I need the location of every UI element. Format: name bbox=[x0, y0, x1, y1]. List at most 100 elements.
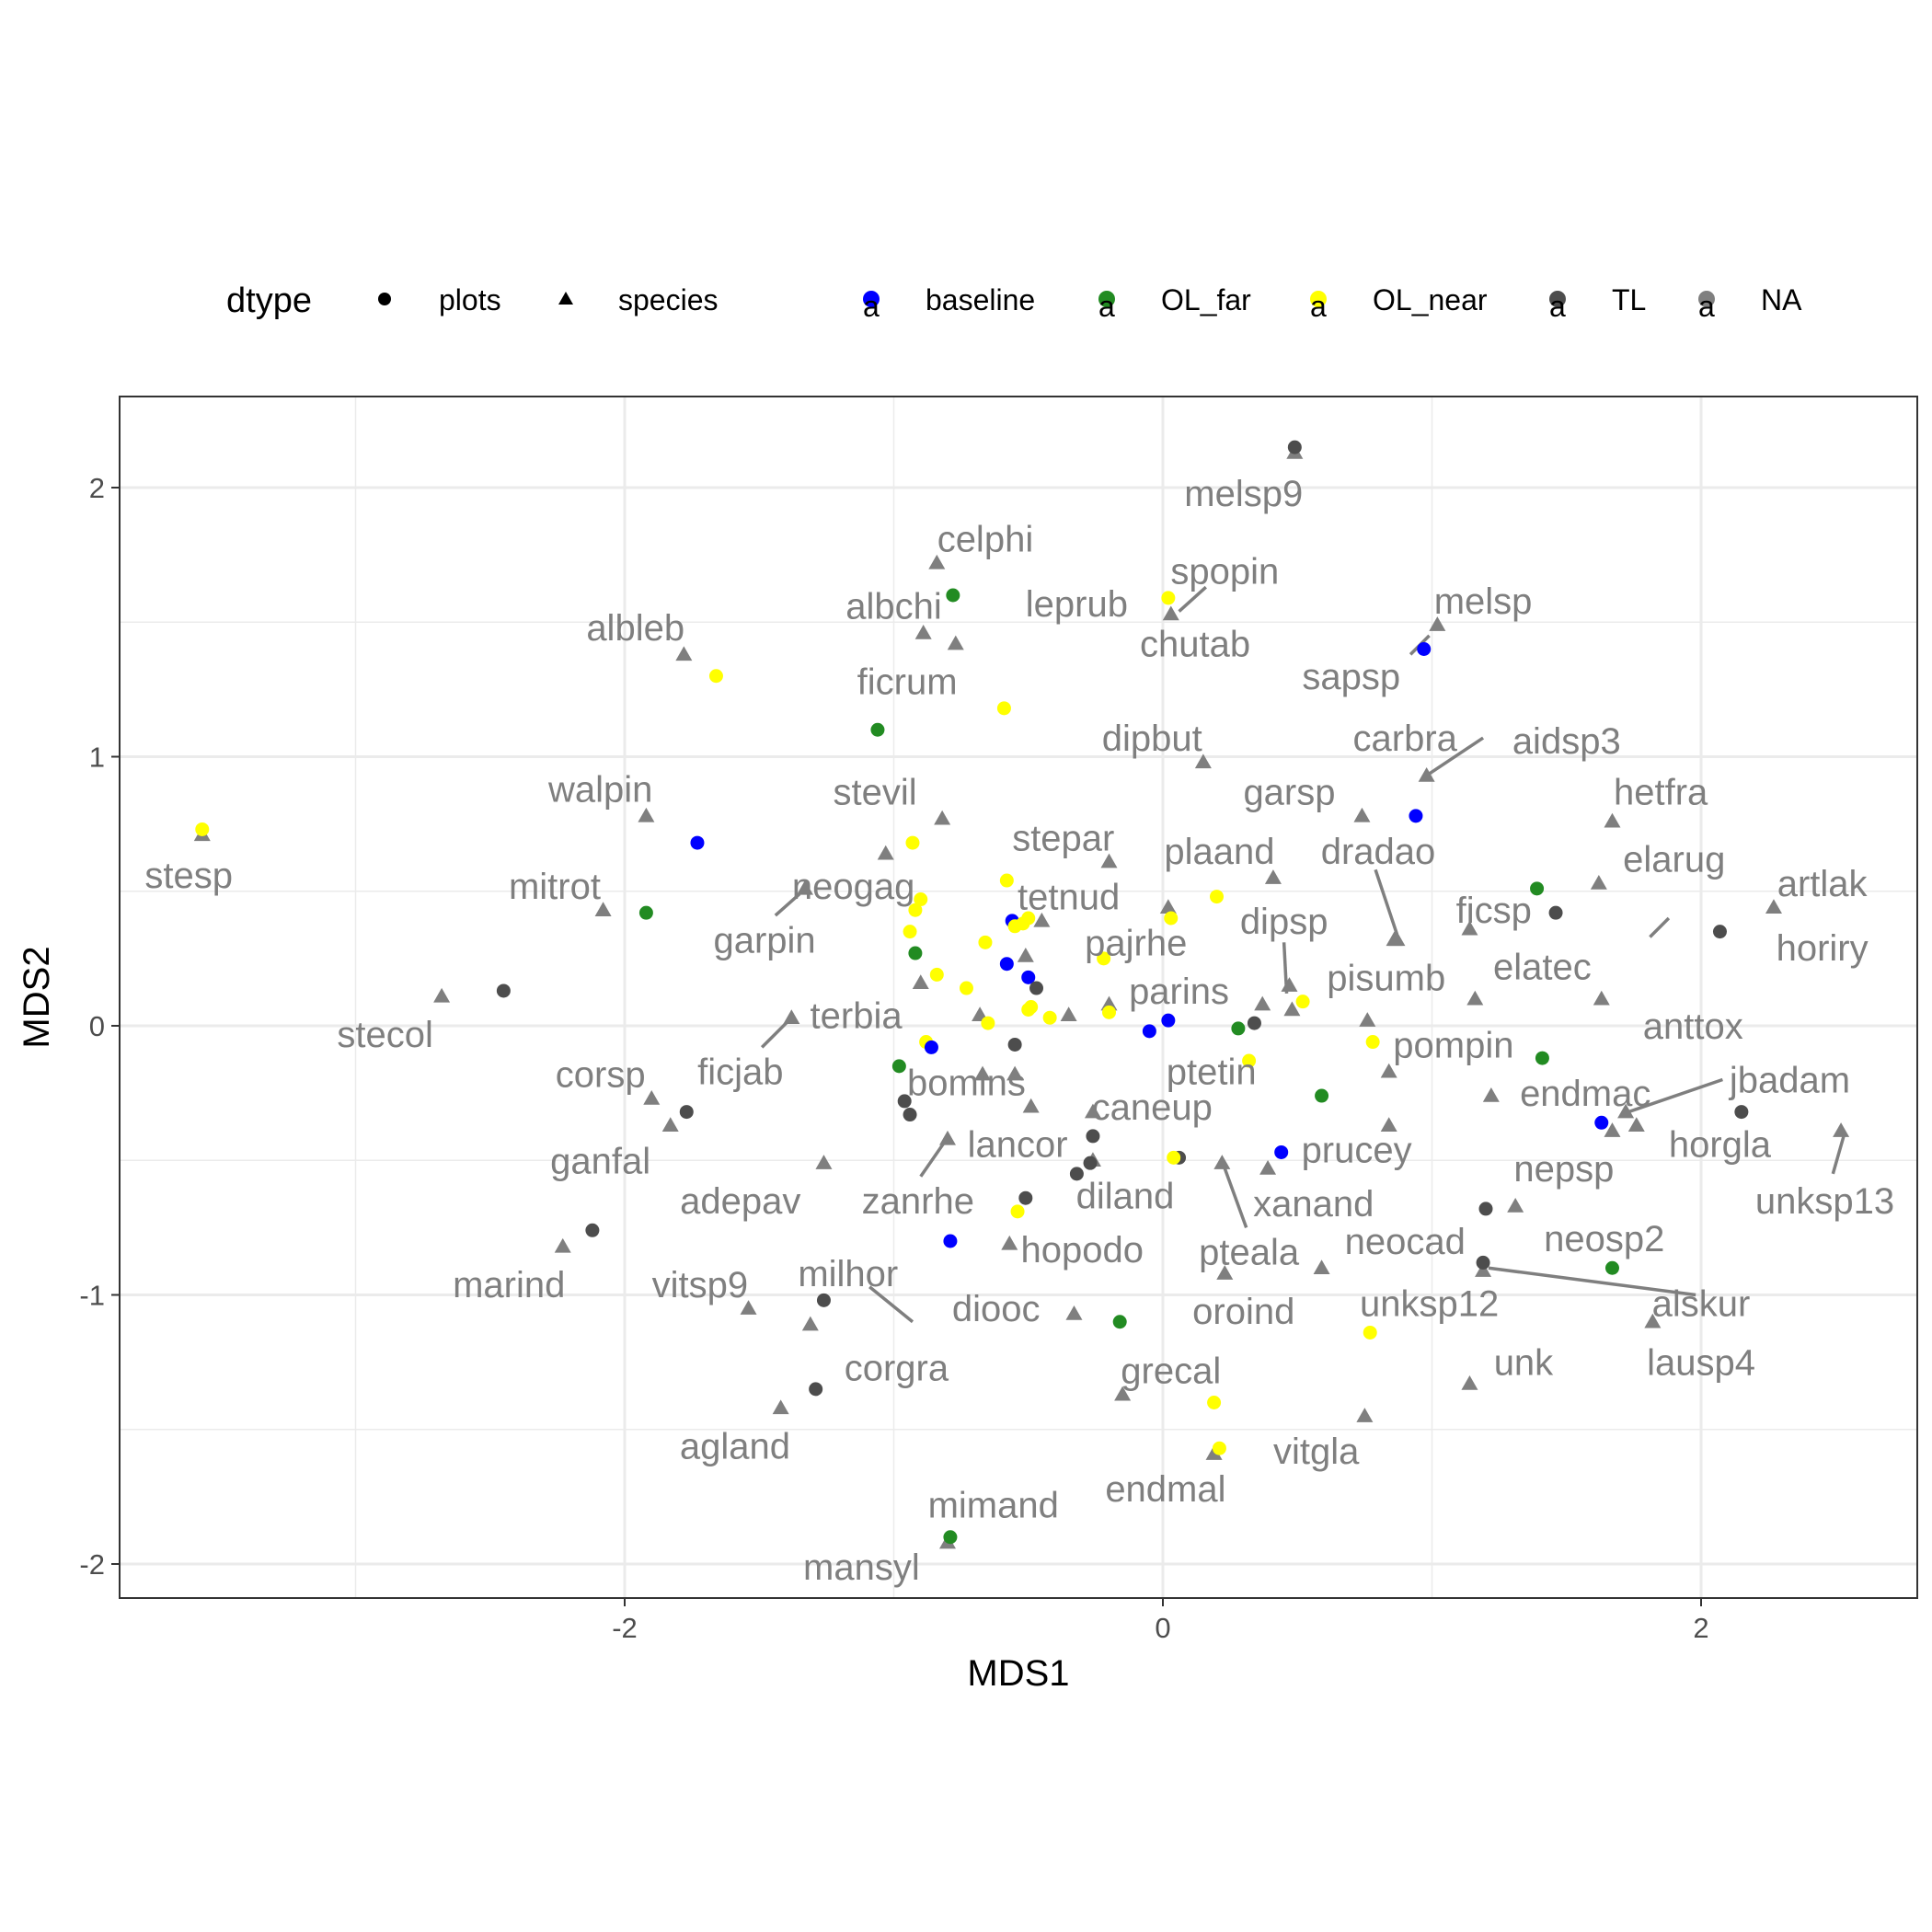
plot-marker bbox=[1207, 1396, 1222, 1409]
species-label: albchi bbox=[845, 587, 942, 627]
plot-marker bbox=[1530, 881, 1545, 896]
y-tick-label: -1 bbox=[79, 1280, 105, 1312]
panel-border bbox=[119, 396, 1918, 1599]
plot-marker bbox=[1102, 1005, 1116, 1019]
species-marker bbox=[1353, 807, 1371, 822]
legend-label-na: NA bbox=[1761, 283, 1802, 316]
species-marker bbox=[928, 554, 946, 569]
plot-marker bbox=[897, 1094, 912, 1109]
species-marker bbox=[1617, 1103, 1635, 1119]
species-label: pisumb bbox=[1327, 958, 1445, 998]
species-marker bbox=[783, 1009, 800, 1024]
legend-label-baseline: baseline bbox=[926, 283, 1035, 316]
species-marker bbox=[1461, 1375, 1478, 1390]
legend-key-glyph-na: a bbox=[1698, 290, 1715, 323]
plot-marker bbox=[996, 701, 1011, 716]
legend-key-plots bbox=[378, 293, 391, 305]
species-label: stecol bbox=[337, 1015, 433, 1055]
species-label: diland bbox=[1076, 1176, 1175, 1216]
species-marker bbox=[974, 1065, 992, 1081]
species-label: carbra bbox=[1353, 719, 1458, 759]
plot-marker bbox=[816, 1293, 831, 1307]
legend-key-ol-far: a bbox=[1098, 290, 1115, 323]
species-marker bbox=[801, 1316, 819, 1331]
species-label: diooc bbox=[952, 1289, 1041, 1329]
species-marker bbox=[1604, 1122, 1621, 1137]
species-marker bbox=[1475, 1262, 1492, 1277]
y-tick-label: 0 bbox=[89, 1010, 105, 1042]
species-label: jbadam bbox=[1729, 1061, 1850, 1101]
legend-key-tl: a bbox=[1549, 290, 1566, 323]
y-axis-title: MDS2 bbox=[17, 946, 57, 1048]
species-label: endmal bbox=[1105, 1469, 1225, 1510]
plot-marker bbox=[1021, 970, 1036, 984]
plot-marker bbox=[1548, 905, 1563, 920]
plot-marker bbox=[1295, 995, 1310, 1009]
plot-marker bbox=[1212, 1441, 1226, 1455]
species-label: artlak bbox=[1777, 864, 1869, 904]
species-label: chutab bbox=[1140, 625, 1250, 665]
species-marker bbox=[1507, 1197, 1524, 1213]
species-marker bbox=[1833, 1122, 1850, 1137]
plot-marker bbox=[914, 892, 928, 907]
species-label: anttox bbox=[1643, 1006, 1743, 1047]
x-axis-title: MDS1 bbox=[967, 1653, 1069, 1694]
species-marker bbox=[1084, 1103, 1101, 1119]
species-label: pteala bbox=[1199, 1233, 1300, 1273]
plot-marker bbox=[943, 1530, 958, 1545]
plot-marker bbox=[1409, 809, 1423, 823]
y-tick-label: -2 bbox=[79, 1548, 105, 1581]
species-label: ficsp bbox=[1456, 891, 1532, 931]
species-marker bbox=[877, 845, 894, 860]
species-label: unksp13 bbox=[1755, 1181, 1894, 1222]
species-marker bbox=[1482, 1087, 1500, 1102]
species-label: lausp4 bbox=[1647, 1343, 1755, 1384]
label-connector bbox=[1488, 1266, 1696, 1297]
legend-key-glyph-baseline: a bbox=[863, 290, 880, 323]
species-marker bbox=[1259, 1160, 1277, 1175]
label-connector bbox=[1627, 1077, 1723, 1114]
plot-markers bbox=[195, 440, 1749, 1545]
species-marker bbox=[1205, 1445, 1223, 1460]
plot-marker bbox=[1274, 1144, 1289, 1159]
plot-marker bbox=[1024, 1000, 1039, 1015]
species-marker bbox=[1313, 1259, 1330, 1274]
species-marker bbox=[1604, 812, 1621, 828]
species-marker bbox=[1359, 1012, 1376, 1027]
legend-label-ol-near: OL_near bbox=[1373, 283, 1488, 316]
species-label: marind bbox=[453, 1265, 565, 1305]
species-label: unksp12 bbox=[1360, 1283, 1499, 1324]
species-label: aidsp3 bbox=[1512, 721, 1621, 762]
species-label: prucey bbox=[1302, 1131, 1412, 1171]
legend-key-glyph-tl: a bbox=[1549, 290, 1566, 323]
species-marker bbox=[661, 1117, 679, 1132]
label-connector bbox=[1223, 1167, 1248, 1228]
species-label: corsp bbox=[556, 1055, 646, 1096]
plot-marker bbox=[959, 981, 973, 995]
species-label: vitsp9 bbox=[652, 1265, 749, 1305]
plot-marker bbox=[1417, 642, 1432, 656]
plot-marker bbox=[1167, 1150, 1181, 1165]
plot-marker bbox=[1142, 1024, 1156, 1039]
plot-marker bbox=[1010, 1204, 1025, 1219]
plot-marker bbox=[1097, 951, 1111, 966]
plot-marker bbox=[946, 588, 960, 603]
axes: -2 0 2 -2 -1 0 1 2 bbox=[79, 472, 1708, 1644]
species-label: lancor bbox=[968, 1125, 1068, 1166]
species-marker bbox=[1461, 920, 1478, 936]
species-marker bbox=[638, 807, 655, 822]
species-marker bbox=[914, 624, 932, 639]
species-label: hopodo bbox=[1021, 1230, 1144, 1271]
species-label: neocad bbox=[1345, 1222, 1466, 1262]
species-label: agland bbox=[680, 1426, 790, 1466]
species-label: garsp bbox=[1243, 773, 1335, 813]
plot-marker bbox=[1161, 591, 1176, 605]
plot-marker bbox=[1287, 440, 1302, 454]
species-marker bbox=[1281, 977, 1298, 992]
plot-marker bbox=[924, 1040, 938, 1054]
species-label: milhor bbox=[798, 1254, 898, 1294]
species-marker bbox=[1033, 912, 1051, 927]
species-label: albleb bbox=[586, 608, 684, 649]
species-label: plaand bbox=[1164, 832, 1274, 872]
